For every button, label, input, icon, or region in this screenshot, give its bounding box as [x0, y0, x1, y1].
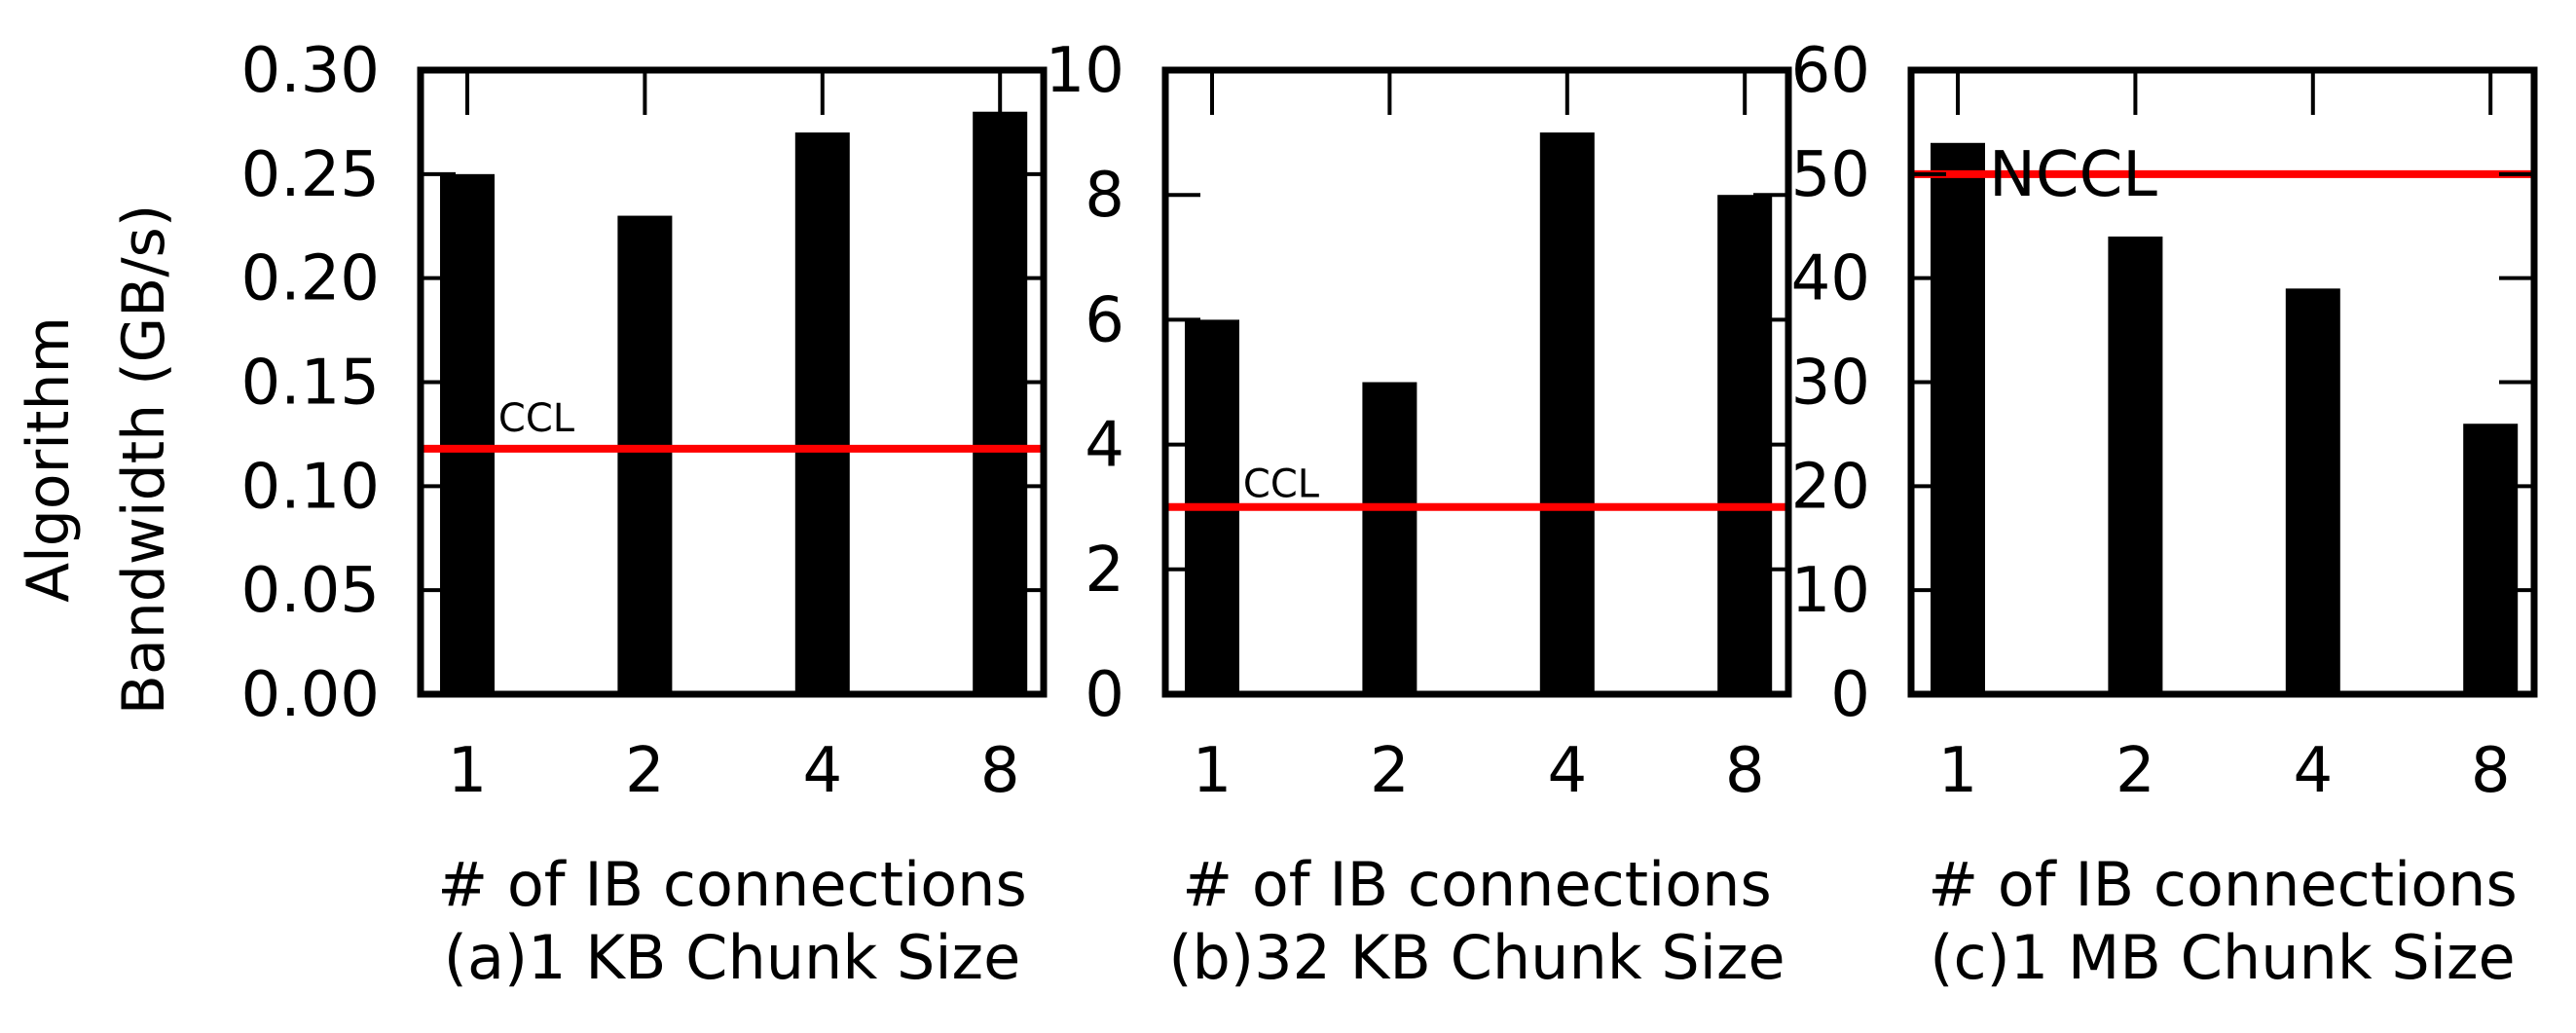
bar — [1539, 132, 1595, 695]
x-tick-label: 4 — [2293, 735, 2333, 807]
y-tick-label: 30 — [1791, 348, 1870, 420]
bar — [1362, 382, 1417, 694]
y-tick-label: 6 — [1085, 284, 1124, 356]
y-tick-label: 0.15 — [241, 348, 381, 420]
y-tick-label: 0.25 — [241, 139, 381, 211]
bar — [617, 215, 673, 695]
x-tick-label: 1 — [1193, 735, 1233, 807]
chart-panel-a: NCCL 0.00 0.05 0.10 0.15 0.20 0.25 0.30 1 2 4 8 # of… — [241, 35, 1048, 993]
panel-caption: (c)1 MB Chunk Size — [1930, 922, 2515, 993]
bar — [2285, 288, 2340, 694]
chart-panels: NCCL 0.00 0.05 0.10 0.15 0.20 0.25 0.30 1 2 4 8 # of… — [241, 35, 2538, 993]
y-tick-label: 20 — [1791, 451, 1870, 523]
y-axis-label-line2: Bandwidth (GB/s) — [110, 204, 178, 715]
y-tick-label: 0.05 — [241, 555, 381, 627]
bar — [440, 173, 495, 695]
x-tick-label: 4 — [1547, 735, 1587, 807]
x-tick-label: 8 — [1725, 735, 1765, 807]
y-tick-label: 10 — [1791, 555, 1870, 627]
y-tick-label: 50 — [1791, 139, 1870, 211]
plot-frame — [417, 66, 1048, 698]
x-axis-title: # of IB connections — [1182, 849, 1772, 920]
x-tick-label: 8 — [2471, 735, 2511, 807]
x-tick-label: 2 — [1370, 735, 1410, 807]
x-axis-title: # of IB connections — [437, 849, 1027, 920]
y-axis-label-line1: Algorithm — [15, 316, 83, 603]
x-tick-label: 2 — [2116, 735, 2155, 807]
y-tick-label: 0.10 — [241, 451, 381, 523]
y-tick-label: 2 — [1085, 535, 1124, 607]
panel-caption: (b)32 KB Chunk Size — [1168, 922, 1785, 993]
nccl-reference-label: NCCL — [1989, 139, 2157, 211]
bar — [2463, 424, 2519, 694]
y-tick-label: 0.20 — [241, 243, 381, 315]
y-tick-label: 0.30 — [241, 35, 381, 107]
plot-frame — [1161, 66, 1792, 698]
x-tick-label: 1 — [1938, 735, 1978, 807]
x-tick-label: 1 — [448, 735, 488, 807]
chart-panel-c: NCCL 0 10 20 30 40 50 60 1 2 4 8 # of IB connections… — [1791, 35, 2538, 993]
x-axis-title: # of IB connections — [1928, 849, 2518, 920]
y-tick-label: 0 — [1085, 659, 1124, 731]
y-tick-label: 4 — [1085, 410, 1124, 482]
bar — [2108, 236, 2163, 694]
bar — [794, 132, 850, 695]
y-tick-label: 8 — [1085, 160, 1124, 232]
y-tick-label: 40 — [1791, 243, 1870, 315]
bar — [1931, 142, 1985, 695]
x-tick-label: 2 — [625, 735, 665, 807]
bar — [973, 111, 1028, 694]
x-tick-label: 4 — [802, 735, 842, 807]
x-tick-label: 8 — [980, 735, 1020, 807]
y-tick-label: 0 — [1830, 659, 1870, 731]
nccl-reference-label: NCCL — [469, 396, 575, 441]
y-tick-label: 0.00 — [241, 659, 381, 731]
y-tick-label: 60 — [1791, 35, 1870, 107]
y-tick-label: 10 — [1046, 35, 1124, 107]
panel-caption: (a)1 KB Chunk Size — [444, 922, 1020, 993]
nccl-reference-label: NCCL — [1214, 462, 1320, 507]
